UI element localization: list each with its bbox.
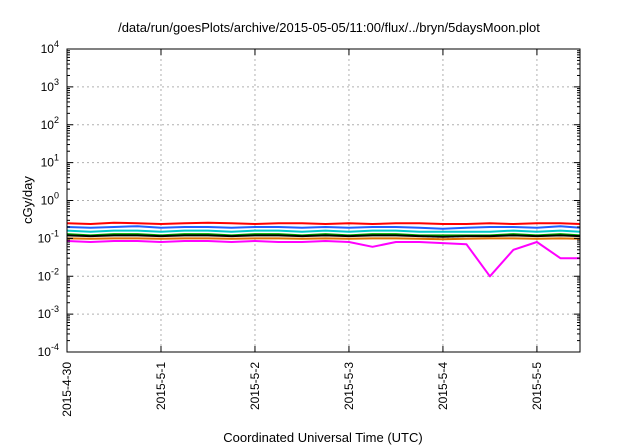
series-line-6 bbox=[66, 237, 581, 241]
series-line-3 bbox=[66, 229, 581, 233]
x-tick-label: 2015-5-2 bbox=[248, 362, 262, 410]
series-group bbox=[66, 221, 581, 278]
series-line-7 bbox=[66, 240, 580, 278]
x-tick-label: 2015-5-4 bbox=[436, 362, 450, 410]
y-tick-label: 102 bbox=[41, 115, 59, 132]
series-line-1 bbox=[66, 221, 581, 225]
chart-title: /data/run/goesPlots/archive/2015-05-05/1… bbox=[118, 20, 540, 35]
y-tick-label: 10-1 bbox=[38, 228, 59, 245]
y-tick-label: 104 bbox=[41, 39, 59, 56]
y-tick-label: 10-2 bbox=[38, 266, 59, 283]
y-axis-label: cGy/day bbox=[20, 176, 35, 224]
x-tick-label: 2015-5-5 bbox=[530, 362, 544, 410]
series-line-2 bbox=[66, 225, 581, 230]
y-tick-label: 100 bbox=[41, 191, 59, 208]
grid bbox=[67, 49, 580, 352]
x-tick-label: 2015-4-30 bbox=[60, 362, 74, 417]
y-tick-label: 10-3 bbox=[38, 304, 59, 321]
x-axis-label: Coordinated Universal Time (UTC) bbox=[223, 430, 422, 445]
y-tick-label: 103 bbox=[41, 77, 59, 94]
y-tick-label: 10-4 bbox=[38, 342, 59, 359]
series-line-5 bbox=[66, 234, 581, 238]
x-tick-label: 2015-5-3 bbox=[342, 362, 356, 410]
x-axis: 2015-4-30 2015-5-1 2015-5-2 2015-5-3 2015-5-… bbox=[60, 49, 544, 417]
x-tick-label: 2015-5-1 bbox=[154, 362, 168, 410]
y-tick-label: 101 bbox=[41, 153, 59, 170]
y-axis: 10-4 10-3 10-2 10-1 100 101 102 103 104 bbox=[38, 39, 580, 359]
